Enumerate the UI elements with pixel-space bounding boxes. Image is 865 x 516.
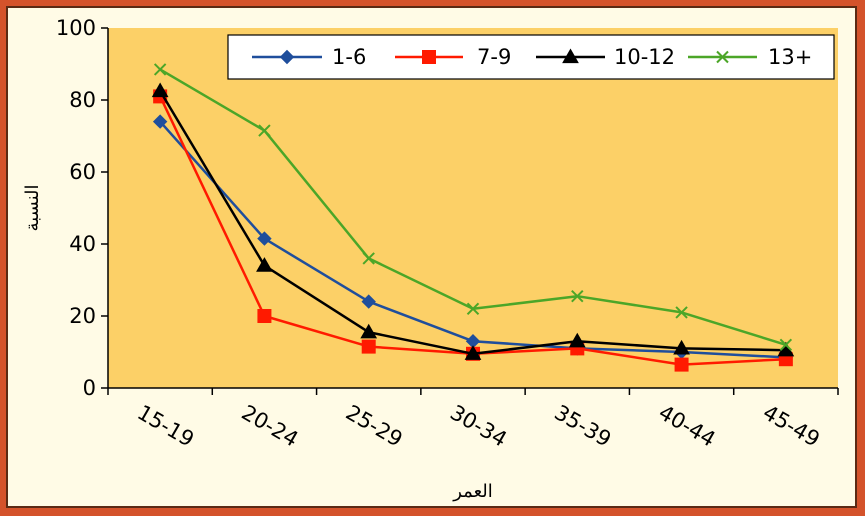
- x-tick-label: 40-44: [655, 400, 720, 451]
- data-point: [362, 252, 375, 265]
- data-point: [257, 231, 272, 246]
- legend-label: 7-9: [477, 45, 511, 69]
- data-point: [153, 63, 167, 76]
- legend-item-13+: 13+: [688, 45, 812, 69]
- legend-label: 13+: [768, 45, 812, 69]
- x-tick-label: 35-39: [550, 400, 615, 451]
- x-tick-label: 30-34: [446, 400, 511, 451]
- legend-marker: [562, 48, 579, 64]
- y-tick-label: 100: [56, 16, 96, 40]
- series-10-12: [151, 82, 795, 360]
- y-tick-label: 40: [69, 232, 96, 256]
- series-layer: [151, 63, 795, 372]
- y-axis-title: النسبة: [22, 184, 43, 231]
- data-point: [464, 345, 482, 360]
- legend-marker: [716, 50, 729, 64]
- y-tick-label: 60: [69, 160, 96, 184]
- data-point: [361, 339, 376, 354]
- data-point: [152, 114, 168, 129]
- legend-item-10-12: 10-12: [536, 45, 675, 69]
- data-point: [779, 338, 793, 352]
- legend-label: 1-6: [332, 45, 366, 69]
- x-tick-label: 20-24: [238, 400, 303, 451]
- data-point: [257, 309, 272, 323]
- legend-item-7-9: 7-9: [395, 45, 511, 69]
- data-point: [466, 302, 480, 316]
- x-axis-title: العمر: [452, 481, 493, 502]
- y-tick-label: 20: [69, 304, 96, 328]
- data-point: [361, 294, 376, 309]
- data-point: [258, 124, 271, 137]
- data-point: [256, 257, 273, 272]
- y-tick-label: 80: [69, 88, 96, 112]
- x-tick-label: 15-19: [133, 400, 198, 451]
- data-point: [568, 332, 586, 348]
- series-13+: [153, 63, 793, 352]
- legend-item-1-6: 1-6: [252, 45, 366, 69]
- data-point: [675, 306, 688, 319]
- data-point: [360, 323, 378, 339]
- data-point: [673, 339, 690, 355]
- y-tick-label: 0: [83, 376, 96, 400]
- legend: 1-6 7-9 10-12 13+: [227, 34, 835, 80]
- data-point: [571, 289, 584, 303]
- x-tick-label: 25-29: [342, 400, 407, 451]
- data-point: [151, 82, 169, 98]
- legend-marker: [422, 50, 436, 64]
- data-point: [674, 357, 689, 372]
- x-tick-label: 45-49: [759, 400, 824, 451]
- legend-marker: [279, 49, 295, 65]
- legend-label: 10-12: [614, 45, 675, 69]
